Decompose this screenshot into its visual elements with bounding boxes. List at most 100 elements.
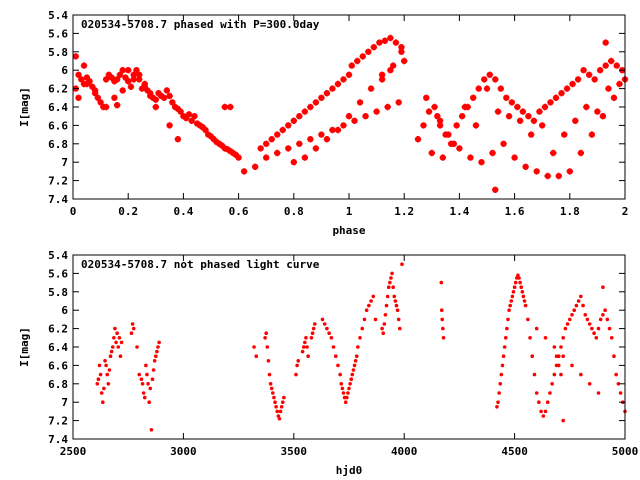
unphased-data-point [356,345,360,349]
phased-y-tick-label: 7.2 [48,175,68,188]
unphased-data-point [495,405,499,409]
phased-data-point [494,108,502,115]
unphased-data-point [508,303,512,308]
phased-data-point [119,87,126,94]
phased-data-point [149,94,157,101]
phased-data-point [340,122,347,129]
unphased-data-point [333,354,338,359]
unphased-data-point [503,336,508,340]
phased-data-point [171,103,179,111]
phased-data-point [130,76,137,83]
phased-data-point [365,48,372,55]
unphased-data-point [137,372,142,377]
phased-data-point [574,76,582,83]
phased-data-point [384,103,391,111]
phased-chart-title: 020534-5708.7 phased with P=300.0day [81,18,320,31]
phased-data-point [436,117,444,124]
phased-data-point [351,117,358,124]
unphased-data-point [612,354,616,359]
phased-data-point [340,76,347,83]
phased-y-tick-label: 5.4 [48,9,68,22]
phased-data-point [229,149,237,157]
unphased-data-point [269,386,274,391]
phased-y-tick-label: 5.6 [48,27,68,40]
unphased-data-point [278,409,283,414]
phased-data-point [296,113,303,120]
phased-data-point [105,71,113,78]
phased-data-point [605,85,612,92]
unphased-data-point [373,317,378,322]
unphased-data-point [380,326,384,331]
phased-data-point [80,62,88,69]
unphased-data-point [139,377,144,382]
phased-data-point [199,124,206,131]
unphased-data-point [587,322,592,326]
unphased-data-point [263,336,267,340]
unphased-data-point [254,354,259,359]
phased-data-point [263,140,270,147]
phased-data-point [329,85,336,92]
unphased-data-point [294,372,298,377]
phased-data-point [235,154,242,161]
unphased-data-point [131,326,136,331]
phased-data-point [274,131,281,138]
unphased-data-point [99,391,104,395]
unphased-data-point [440,317,444,322]
phased-data-point [505,113,513,120]
unphased-data-point [276,414,281,418]
phased-data-point [158,92,165,100]
unphased-data-point [145,372,149,377]
unphased-data-point [528,336,532,340]
unphased-data-point [395,308,400,313]
phased-data-point [591,76,598,83]
unphased-data-point [559,372,563,377]
phased-data-point [414,136,422,143]
phased-data-point [296,140,303,147]
phased-data-point [108,74,115,81]
phased-data-point [367,85,375,92]
phased-x-tick-label: 1.8 [560,205,580,218]
unphased-data-point [541,414,546,418]
unphased-data-point [354,354,359,359]
unphased-y-tick-label: 6.2 [48,323,68,336]
phased-data-point [478,159,485,166]
unphased-data-point [614,372,618,377]
unphased-data-point [352,363,357,368]
unphased-data-point [563,326,568,331]
unphased-data-point [148,386,153,391]
phased-data-point [194,120,201,127]
unphased-data-point [543,336,548,340]
unphased-data-point [609,336,614,340]
unphased-data-point [532,372,537,377]
unphased-data-point [146,382,150,386]
phased-data-point [216,140,223,147]
phased-data-point [182,114,190,122]
phased-data-point [218,142,226,149]
phased-data-point [398,48,405,55]
unphased-data-point [108,354,113,359]
phased-data-point [102,76,110,83]
unphased-data-point [320,317,325,322]
phased-data-point [290,159,297,166]
phased-data-point [572,117,579,124]
unphased-data-point [439,280,444,285]
phased-data-point [511,154,518,161]
phased-data-point [136,76,143,83]
phased-y-tick-label: 6 [61,64,68,77]
phased-data-point [398,44,405,51]
unphased-data-point [519,285,524,290]
unphased-y-axis: 5.4 5.6 5.8 6 6.2 6.4 6.6 6.8 7 7.2 7.4 [48,249,625,446]
phased-data-point [428,149,435,157]
phased-data-point [227,103,234,111]
phased-data-point [516,117,524,124]
phased-data-point [539,122,546,129]
unphased-x-tick-label: 4000 [391,445,418,458]
phased-data-point [301,154,309,161]
phased-data-point [354,57,361,65]
phased-data-point [307,136,314,143]
phased-data-point [536,108,543,115]
phased-data-point [401,57,408,65]
unphased-data-point [616,382,621,386]
phased-data-point [94,94,102,101]
